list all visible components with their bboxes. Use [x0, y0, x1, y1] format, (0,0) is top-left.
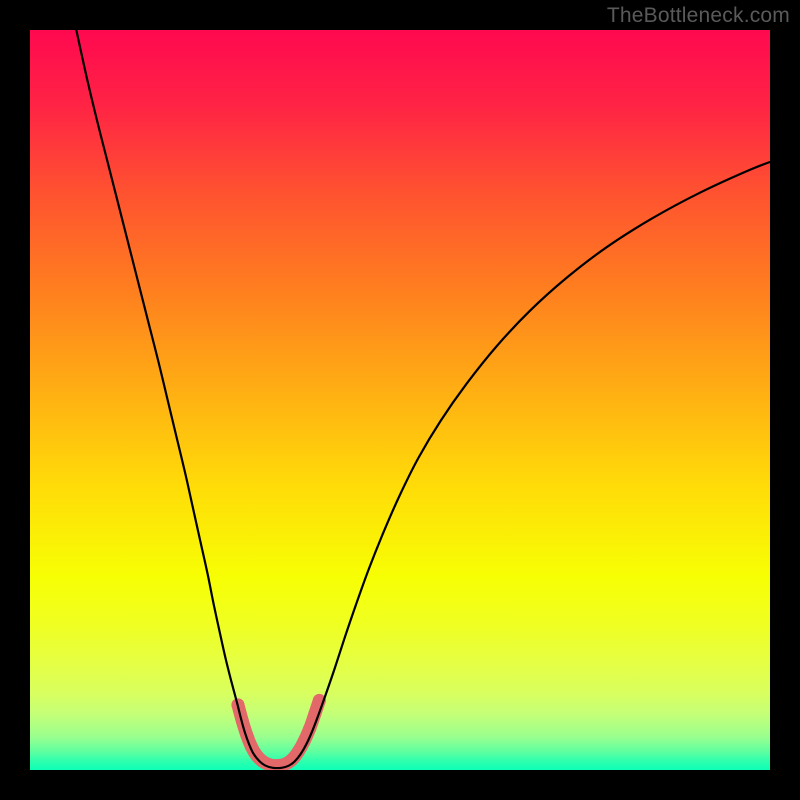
watermark-text: TheBottleneck.com: [607, 4, 790, 28]
chart-container: TheBottleneck.com: [0, 0, 800, 800]
plot-area: [30, 30, 770, 770]
chart-background: [30, 30, 770, 770]
bottleneck-curve-chart: [30, 30, 770, 770]
